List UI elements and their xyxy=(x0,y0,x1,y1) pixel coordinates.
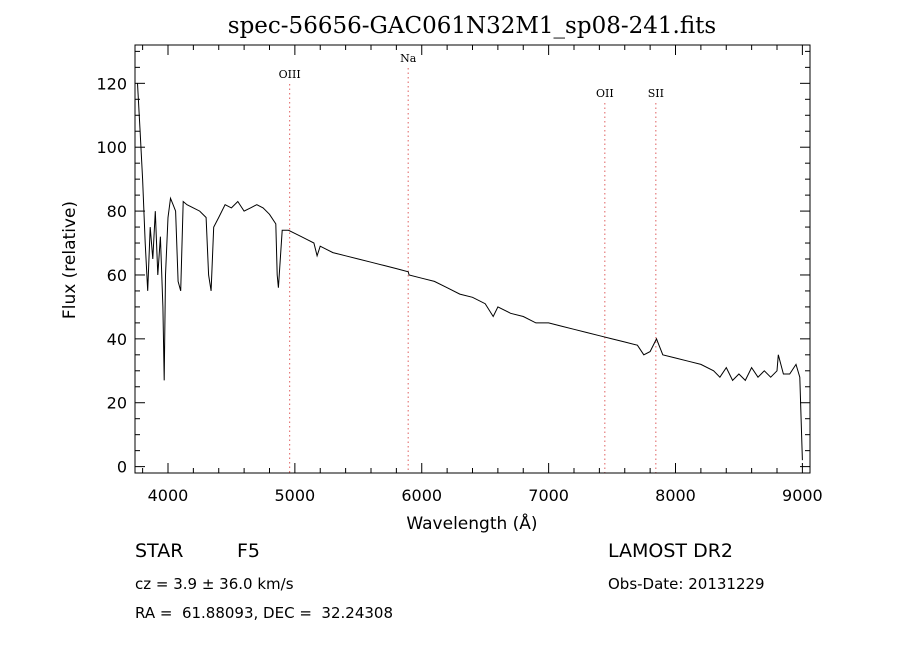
x-tick-label: 9000 xyxy=(782,486,823,505)
plot-frame xyxy=(134,44,811,474)
spectral-line-markers: OIII Na OII SII xyxy=(279,52,664,473)
survey-name: LAMOST DR2 xyxy=(608,540,733,562)
spectral-line-label: OIII xyxy=(279,68,301,81)
spectral-line-label: SII xyxy=(648,87,664,100)
y-tick-label: 40 xyxy=(107,330,127,349)
coordinates: RA = 61.88093, DEC = 32.24308 xyxy=(135,604,394,622)
y-axis-label: Flux (relative) xyxy=(60,201,80,319)
x-tick-label: 6000 xyxy=(401,486,442,505)
chart-title: spec-56656-GAC061N32M1_sp08-241.fits xyxy=(228,13,716,39)
x-axis-label: Wavelength (Å) xyxy=(406,512,537,534)
y-tick-label: 20 xyxy=(107,394,127,413)
y-tick-label: 120 xyxy=(96,74,127,93)
y-tick-label: 100 xyxy=(96,138,127,157)
x-tick-label: 5000 xyxy=(275,486,316,505)
y-tick-label: 80 xyxy=(107,202,127,221)
spectral-line-label: OII xyxy=(596,87,614,100)
x-axis: 4000 5000 6000 7000 8000 9000 xyxy=(142,45,823,505)
obs-date: Obs-Date: 20131229 xyxy=(608,575,765,593)
spectrum-line-group xyxy=(137,83,803,461)
y-tick-label: 60 xyxy=(107,266,127,285)
y-axis: 0 20 40 60 80 100 120 xyxy=(96,50,810,477)
x-tick-label: 8000 xyxy=(655,486,696,505)
y-tick-label: 0 xyxy=(117,458,127,477)
object-type: STAR xyxy=(135,540,184,562)
object-subclass: F5 xyxy=(237,540,261,562)
spectrum-line xyxy=(137,83,803,461)
spectral-line-label: Na xyxy=(400,52,417,65)
x-tick-label: 7000 xyxy=(528,486,569,505)
x-tick-label: 4000 xyxy=(148,486,189,505)
redshift-text: cz = 3.9 ± 36.0 km/s xyxy=(135,575,294,593)
